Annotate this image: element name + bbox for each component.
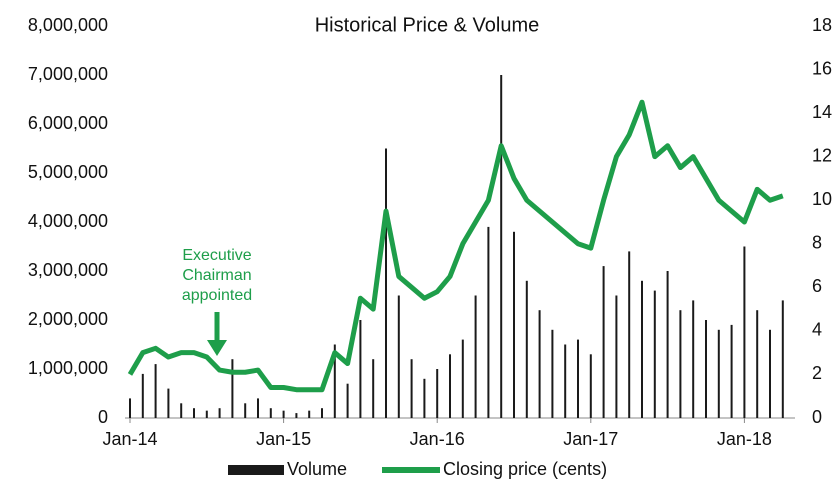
y-tick-label: 5,000,000 <box>28 162 108 182</box>
volume-bar <box>705 320 707 418</box>
y2-tick-label: 10 <box>812 189 832 209</box>
volume-bar <box>154 364 157 418</box>
volume-bar <box>781 300 784 418</box>
volume-bar <box>449 354 451 418</box>
volume-bar <box>474 295 477 418</box>
y-tick-label: 2,000,000 <box>28 309 108 329</box>
annotation: appointed <box>182 287 252 304</box>
price-line <box>127 99 784 393</box>
volume-bar <box>577 339 579 418</box>
legend-swatch <box>228 465 284 475</box>
volume-bar <box>769 329 771 418</box>
y-tick-label: 1,000,000 <box>28 358 108 378</box>
volume-bar <box>653 290 656 418</box>
annotation: Executive <box>182 247 251 264</box>
y2-tick-label: 8 <box>812 233 822 253</box>
y-tick-label: 8,000,000 <box>28 15 108 35</box>
volume-bar <box>218 408 221 418</box>
volume-bar <box>692 300 695 418</box>
volume-bar <box>295 413 298 418</box>
volume-bar <box>257 398 259 418</box>
y2-tick-label: 18 <box>812 15 832 35</box>
volume-bar <box>525 280 528 418</box>
y-tick-label: 6,000,000 <box>28 113 108 133</box>
x-tick-label: Jan-16 <box>410 429 465 449</box>
volume-bar <box>487 226 490 418</box>
volume-bar <box>410 359 413 418</box>
volume-bar <box>129 398 131 418</box>
annotation: Chairman <box>182 267 251 284</box>
volume-bar <box>551 329 554 418</box>
y2-tick-label: 6 <box>812 276 822 296</box>
volume-bar <box>589 354 592 418</box>
volume-bar <box>500 75 503 418</box>
volume-bar <box>513 231 515 418</box>
volume-bar <box>743 246 746 418</box>
volume-bar <box>193 408 195 418</box>
annotation-arrow-head <box>207 340 227 356</box>
y2-tick-label: 12 <box>812 145 832 165</box>
legend-label: Volume <box>287 459 347 479</box>
volume-bar <box>308 410 311 418</box>
volume-bar <box>461 339 464 418</box>
y-tick-label: 3,000,000 <box>28 260 108 280</box>
volume-bar <box>269 408 272 418</box>
volume-bar <box>615 295 618 418</box>
volume-bar <box>423 378 426 418</box>
legend-label: Closing price (cents) <box>443 459 607 479</box>
volume-bar <box>730 324 733 418</box>
volume-bar <box>564 344 567 418</box>
volume-bar <box>385 148 387 418</box>
volume-bar <box>346 383 349 418</box>
volume-bar <box>180 403 183 418</box>
chart-title: Historical Price & Volume <box>315 14 540 36</box>
volume-bar <box>397 295 400 418</box>
volume-bar <box>666 271 669 418</box>
volume-bar <box>282 410 285 418</box>
y2-tick-label: 16 <box>812 58 832 78</box>
volume-bar <box>602 266 605 418</box>
x-tick-label: Jan-17 <box>563 429 618 449</box>
y2-tick-label: 2 <box>812 363 822 383</box>
y-tick-label: 7,000,000 <box>28 64 108 84</box>
volume-bar <box>321 408 323 418</box>
x-tick-label: Jan-14 <box>102 429 157 449</box>
volume-bar <box>333 344 336 418</box>
volume-bar <box>436 369 439 418</box>
volume-bar <box>141 373 144 418</box>
y2-tick-label: 4 <box>812 320 822 340</box>
y2-tick-label: 0 <box>812 407 822 427</box>
x-tick-label: Jan-18 <box>717 429 772 449</box>
volume-bar <box>167 388 170 418</box>
volume-bar <box>231 359 234 418</box>
volume-bar <box>244 403 247 418</box>
volume-bar <box>717 329 720 418</box>
y2-tick-label: 14 <box>812 102 832 122</box>
volume-bar <box>372 359 375 418</box>
volume-bar <box>641 280 643 418</box>
x-tick-label: Jan-15 <box>256 429 311 449</box>
volume-bar <box>756 310 759 418</box>
volume-bar <box>205 410 208 418</box>
volume-bar <box>538 310 541 418</box>
volume-bar <box>679 310 682 418</box>
volume-bar <box>628 251 631 418</box>
volume-bar <box>359 320 362 418</box>
y-tick-label: 0 <box>98 407 108 427</box>
y-tick-label: 4,000,000 <box>28 211 108 231</box>
